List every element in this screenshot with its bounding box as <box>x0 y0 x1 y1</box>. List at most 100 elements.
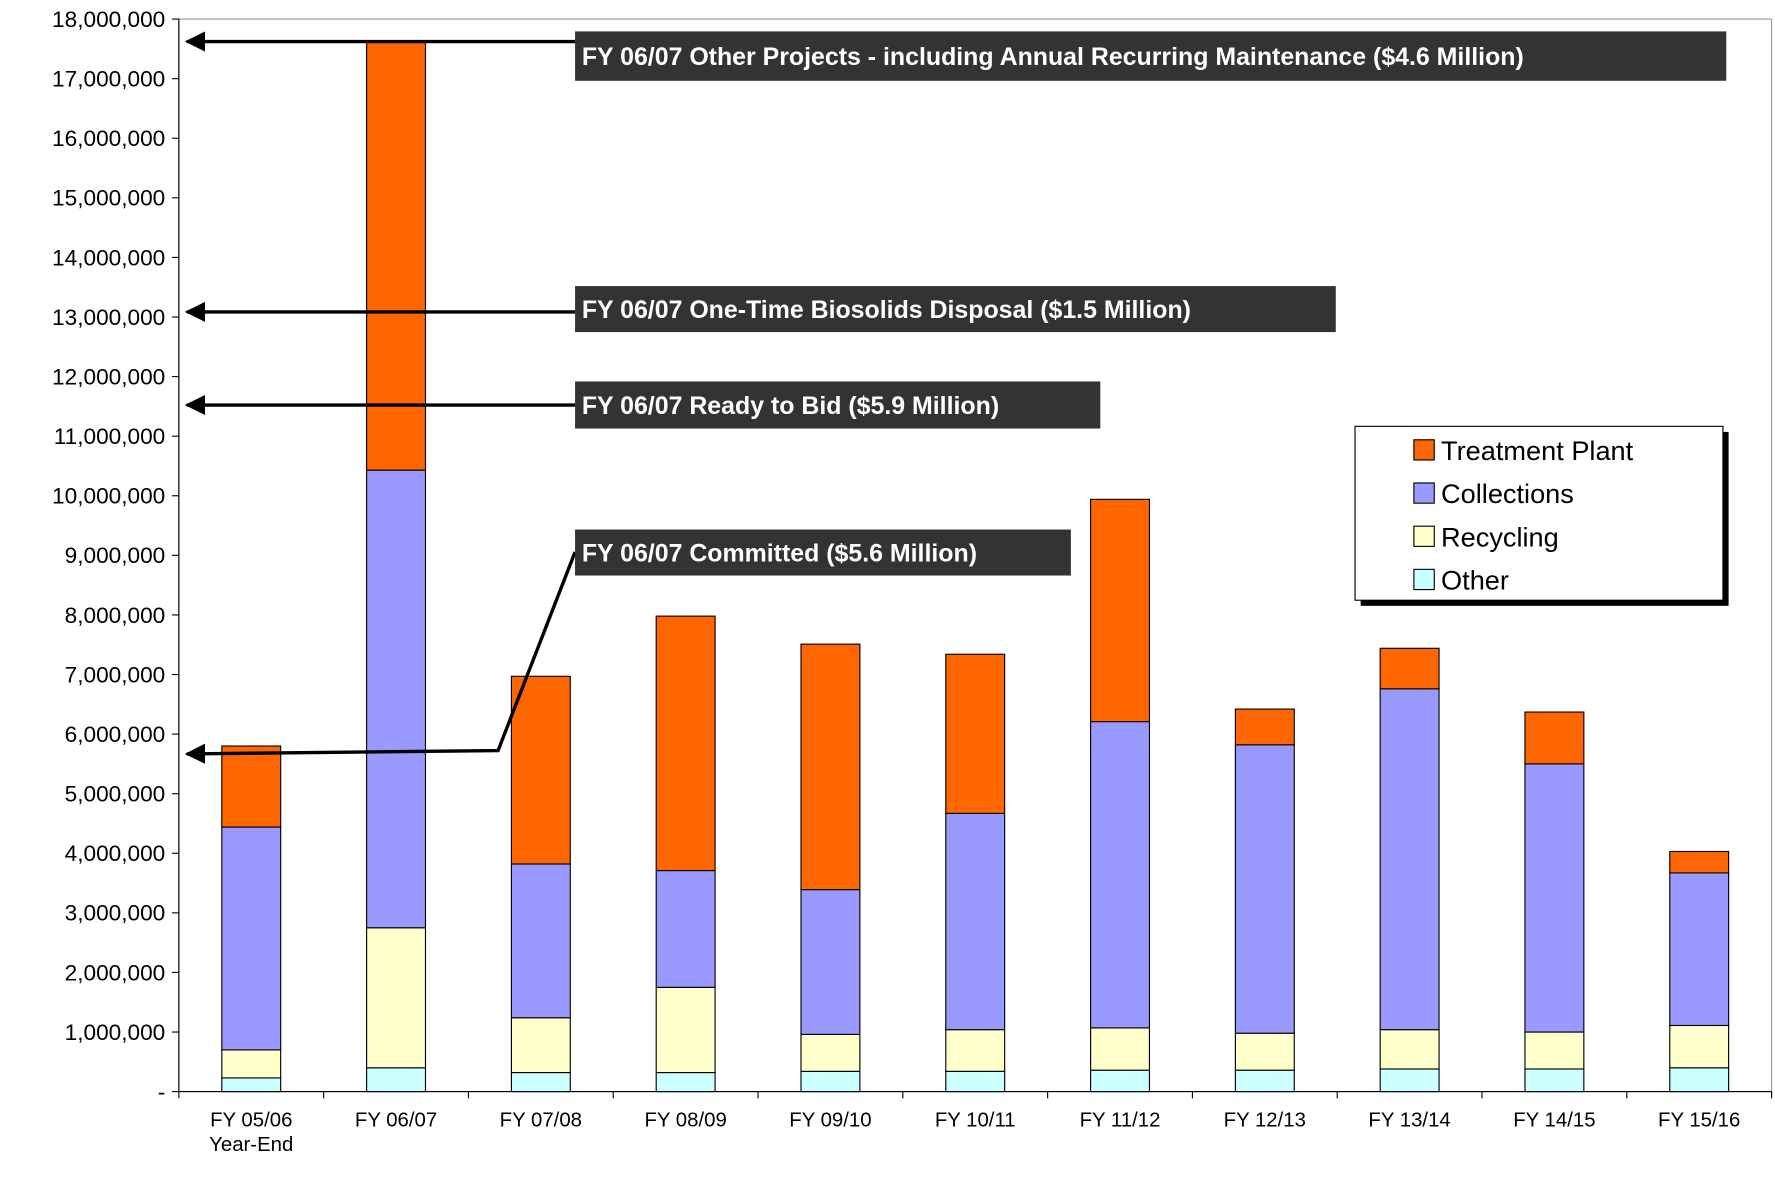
x-tick-label-box: FY 10/11 <box>934 1108 1016 1131</box>
annotation-arrow <box>184 551 577 764</box>
bar-segment <box>510 1071 571 1093</box>
bar-segment <box>221 745 282 828</box>
legend-swatch <box>1413 439 1435 461</box>
y-tick-label: 4,000,000 <box>65 841 166 866</box>
y-tick-label: 3,000,000 <box>65 901 166 926</box>
legend-label: Recycling <box>1441 522 1559 552</box>
x-tick-label-box: FY 07/08 <box>499 1108 582 1131</box>
bar-segment <box>510 863 571 1019</box>
bar-segment <box>655 869 716 988</box>
annotation-box <box>575 31 1727 81</box>
y-tick-label: 5,000,000 <box>65 782 166 807</box>
y-tick-label: 6,000,000 <box>65 722 166 747</box>
bar-segment <box>1669 1024 1730 1069</box>
bar-segment <box>1524 1068 1585 1093</box>
bar-segment <box>1090 1069 1151 1093</box>
x-tick-label-box: FY 14/15 <box>1513 1108 1596 1131</box>
bar-segment <box>655 615 716 872</box>
bar-segment <box>1234 708 1295 746</box>
bar-segment <box>945 812 1006 1031</box>
bar-segment <box>1090 1027 1151 1071</box>
bar-segment <box>221 826 282 1051</box>
y-tick-label: 12,000,000 <box>52 365 165 390</box>
y-tick-label: 14,000,000 <box>52 245 165 270</box>
y-tick-label: 11,000,000 <box>54 424 166 449</box>
x-tick-label: FY 14/15 <box>1513 1108 1596 1131</box>
bar-segment <box>1379 647 1440 690</box>
bar-segment <box>366 40 427 471</box>
legend-swatch <box>1413 568 1435 591</box>
bar-segment <box>945 1029 1006 1072</box>
x-tick-label: FY 08/09 <box>644 1108 727 1131</box>
bar-segment <box>221 1049 282 1079</box>
annotation: FY 06/07 Ready to Bid ($5.9 Million) <box>582 393 999 420</box>
y-tick-label: 17,000,000 <box>52 67 165 92</box>
y-tick-label: 18,000,000 <box>52 7 165 32</box>
annotation: FY 06/07 Other Projects - including Annu… <box>582 44 1524 71</box>
x-tick-label: FY 15/16 <box>1658 1108 1741 1131</box>
legend-swatch <box>1413 525 1435 547</box>
bar-segment <box>1524 1031 1585 1070</box>
bar-segment <box>655 1071 716 1093</box>
bar-segment <box>1669 872 1730 1027</box>
bar-segment <box>366 927 427 1069</box>
annotation-box <box>575 529 1071 576</box>
bar-segment <box>800 1033 861 1072</box>
bar-segment <box>800 1070 861 1093</box>
annotation-box <box>575 381 1101 429</box>
bar-segment <box>1379 688 1440 1031</box>
bar-segment <box>655 986 716 1074</box>
y-tick-label: 10,000,000 <box>52 484 165 509</box>
y-tick-label: 8,000,000 <box>65 603 166 628</box>
bar-segment <box>1524 711 1585 765</box>
bar-segment <box>1234 1069 1295 1093</box>
bar-segment <box>366 469 427 929</box>
bar-segment <box>945 1070 1006 1093</box>
legend-label: Collections <box>1441 479 1574 509</box>
annotation: FY 06/07 Committed ($5.6 Million) <box>582 541 977 568</box>
bar-segment <box>221 1077 282 1093</box>
bar-segment <box>800 889 861 1035</box>
x-tick-label-box: FY 06/07 <box>354 1108 438 1131</box>
y-tick-label: - <box>158 1080 166 1105</box>
x-tick-label-box: FY 11/12 <box>1079 1108 1161 1131</box>
y-tick-label: 7,000,000 <box>65 662 166 687</box>
bar-segment <box>1234 744 1295 1034</box>
x-tick-label: FY 05/06 Year-End <box>209 1108 294 1156</box>
x-tick-label: FY 07/08 <box>499 1108 582 1131</box>
y-tick-label: 16,000,000 <box>52 126 165 151</box>
y-tick-label: 2,000,000 <box>65 960 166 985</box>
annotation: FY 06/07 One-Time Biosolids Disposal ($1… <box>582 297 1191 324</box>
x-tick-label: FY 10/11 <box>934 1108 1016 1131</box>
bar-segment <box>1669 850 1730 874</box>
bar-segment <box>366 1067 427 1093</box>
y-tick-label: 13,000,000 <box>52 305 165 330</box>
x-tick-label: FY 09/10 <box>789 1108 872 1131</box>
bar-segment <box>1090 498 1151 723</box>
legend-label: Treatment Plant <box>1441 436 1634 466</box>
bar-segment <box>510 675 571 865</box>
legend-label: Other <box>1441 566 1509 596</box>
bar-segment <box>1234 1032 1295 1071</box>
bar-segment <box>1669 1067 1730 1093</box>
y-tick-label: 15,000,000 <box>52 186 165 211</box>
bar-segment <box>510 1017 571 1074</box>
bar-segment <box>1379 1029 1440 1070</box>
y-tick-label: 9,000,000 <box>65 543 166 568</box>
x-tick-label-box: FY 05/06 Year-End <box>209 1108 294 1156</box>
x-tick-label-box: FY 15/16 <box>1658 1108 1741 1131</box>
bar-segment <box>800 643 861 891</box>
bar-segment <box>1379 1068 1440 1093</box>
x-tick-label: FY 13/14 <box>1368 1108 1451 1131</box>
x-tick-label: FY 06/07 <box>354 1108 438 1131</box>
annotation-box <box>575 286 1336 333</box>
y-tick-label: 1,000,000 <box>65 1020 166 1045</box>
x-tick-label-box: FY 08/09 <box>644 1108 727 1131</box>
x-tick-label-box: FY 13/14 <box>1368 1108 1451 1131</box>
bar-segment <box>1524 763 1585 1033</box>
x-tick-label: FY 11/12 <box>1079 1108 1161 1131</box>
x-tick-label: FY 12/13 <box>1223 1108 1306 1131</box>
x-tick-label-box: FY 12/13 <box>1223 1108 1306 1131</box>
